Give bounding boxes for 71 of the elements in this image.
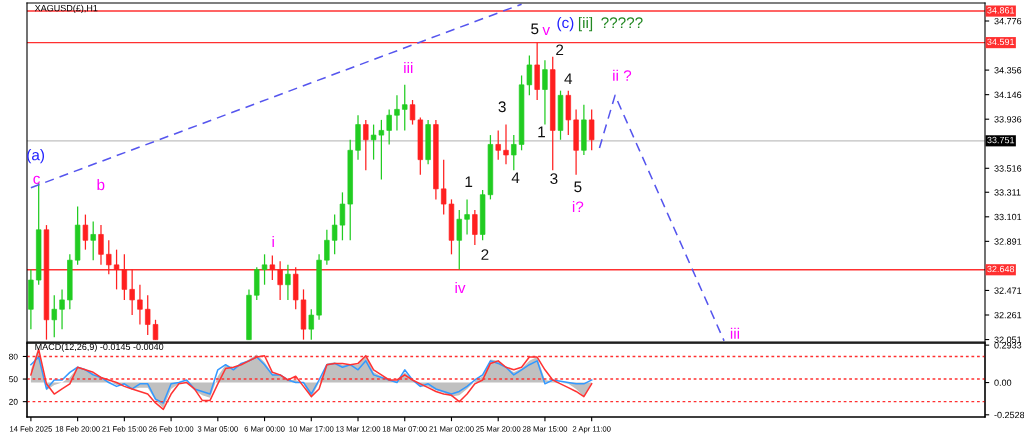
line-series — [30, 356, 593, 404]
candlestick — [43, 224, 50, 341]
candlestick — [511, 134, 517, 171]
candlestick — [550, 56, 556, 171]
y-tick-label: 32.471 — [994, 287, 1022, 294]
ref-line-label: 34.861 — [987, 7, 1015, 14]
y-tick-label: 34.776 — [994, 17, 1022, 25]
candlestick — [472, 209, 478, 246]
annotation: 2 — [481, 249, 489, 260]
candlestick — [51, 294, 57, 338]
y-tick-label: 33.311 — [994, 189, 1021, 196]
annotation: 5 — [574, 181, 582, 193]
y-tick-label: 34.356 — [994, 67, 1022, 74]
annotation: b — [97, 178, 105, 191]
annotation: i — [272, 235, 274, 247]
candlestick — [293, 266, 299, 310]
annotation: (c) — [557, 16, 574, 32]
candlestick — [90, 220, 96, 261]
candlestick — [402, 84, 408, 132]
annotation: 2 — [556, 44, 564, 56]
annotation: iii — [404, 61, 413, 74]
chart-title: MACD(12,26,9) -0.0145 -0.0040 — [35, 343, 164, 352]
candlestick — [67, 253, 73, 310]
y-tick-label: 33.516 — [994, 165, 1022, 172]
annotation: c — [33, 175, 40, 185]
candlestick — [106, 239, 112, 275]
candlestick — [74, 205, 81, 266]
y2-tick-label: 80 — [9, 353, 18, 360]
ref-line-label: 32.648 — [987, 265, 1015, 273]
annotation: 3 — [550, 173, 558, 185]
ref-line-label: 33.751 — [987, 136, 1015, 144]
candlestick — [495, 129, 501, 161]
annotation: 1 — [538, 126, 545, 138]
candlestick — [557, 90, 564, 141]
candlestick — [269, 254, 276, 281]
y-tick-label: 0.00 — [994, 379, 1012, 386]
annotation: 4 — [564, 73, 573, 84]
candlestick — [145, 294, 151, 336]
candlestick — [565, 90, 571, 136]
y-tick-label: 32.051 — [994, 336, 1022, 343]
candlestick — [588, 108, 595, 151]
annotation: 1 — [465, 176, 473, 187]
annotation: ii ? — [613, 69, 632, 81]
annotation: iii — [730, 327, 740, 339]
y2-tick-label: 50 — [9, 376, 18, 383]
annotation: ????? — [601, 17, 643, 28]
y-tick-label: 0.2933 — [994, 342, 1022, 349]
candlestick — [534, 42, 540, 101]
y-tick-label: 33.936 — [994, 116, 1022, 123]
annotation: 5 — [531, 23, 539, 35]
candlestick — [386, 108, 392, 146]
annotation: [ii] — [578, 16, 593, 32]
y-tick-label: 33.101 — [994, 213, 1022, 221]
y-tick-label: 34.146 — [994, 91, 1022, 99]
candlestick — [456, 209, 462, 271]
candlestick — [261, 253, 268, 286]
y-tick-label: 32.891 — [994, 238, 1022, 245]
y2-tick-label: 20 — [9, 398, 18, 405]
candlestick — [308, 308, 314, 341]
y-tick-label: 32.261 — [994, 311, 1022, 319]
annotation: 3 — [498, 101, 506, 113]
candlestick — [363, 119, 369, 171]
candlestick — [254, 266, 260, 301]
annotation: v — [542, 27, 550, 36]
annotation: i? — [572, 200, 584, 213]
candlestick — [347, 139, 353, 241]
annotation: 4 — [511, 172, 520, 183]
ref-line-label: 34.591 — [987, 38, 1015, 46]
candlestick — [82, 213, 89, 251]
annotation: iv — [455, 282, 466, 294]
y-tick-label: -0.2528 — [994, 411, 1024, 419]
